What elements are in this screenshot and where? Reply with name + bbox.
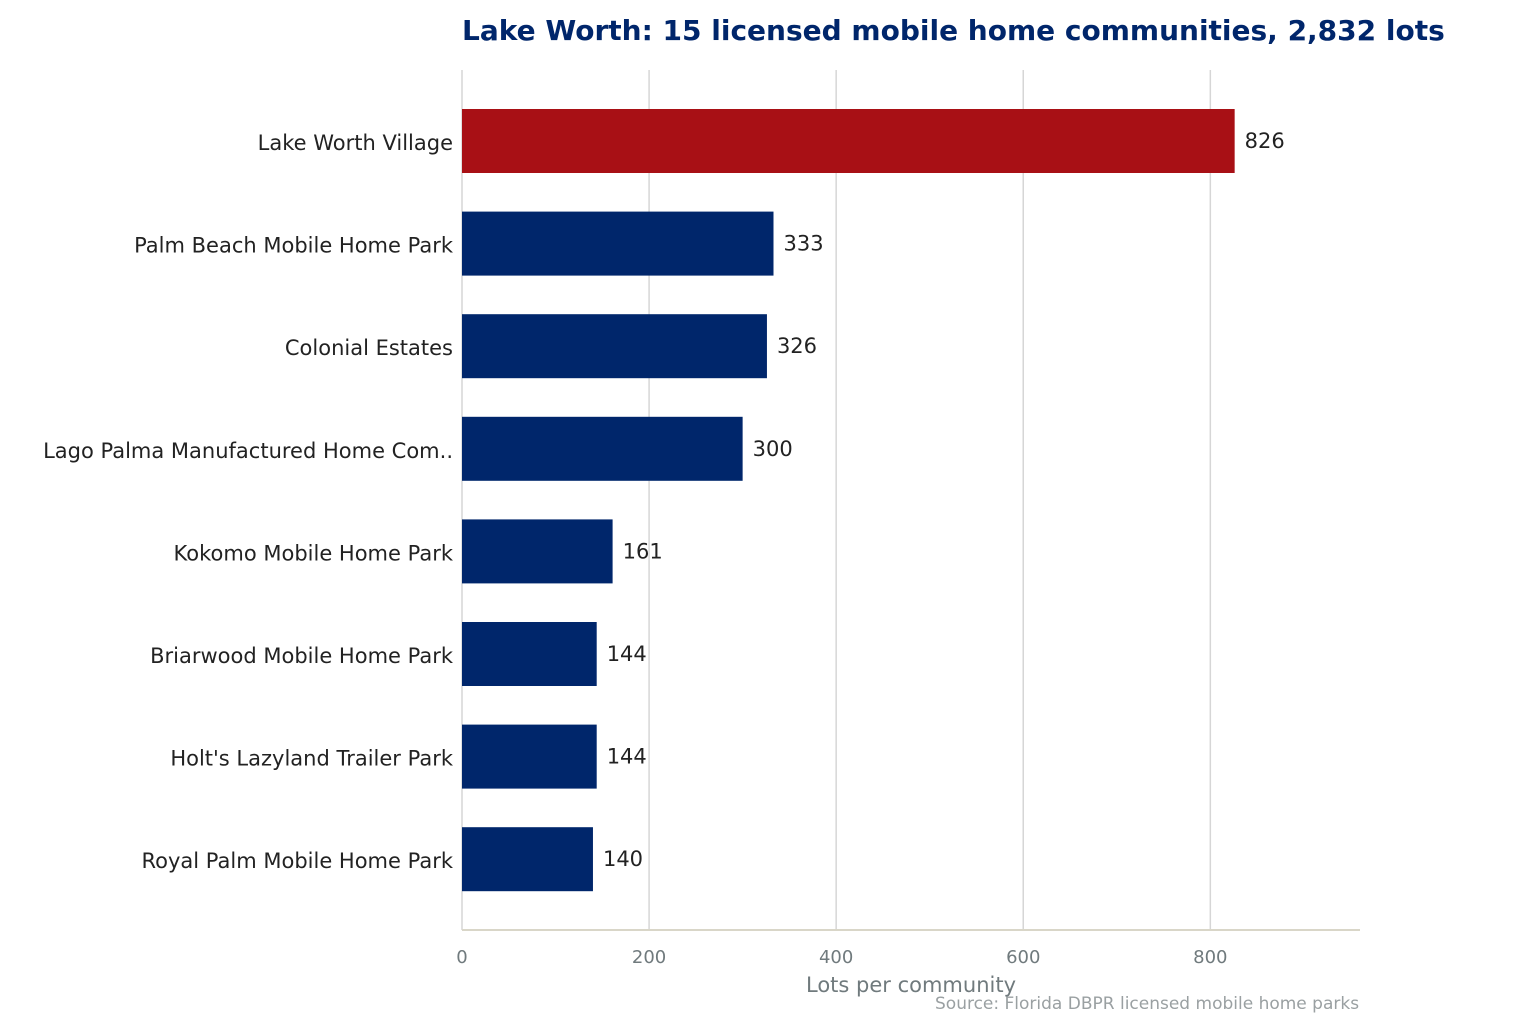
category-label: Lago Palma Manufactured Home Com.. [43,439,453,463]
category-label: Kokomo Mobile Home Park [174,541,454,565]
bar [462,827,593,892]
data-label: 326 [777,334,817,358]
data-label: 333 [783,232,823,256]
x-tick-label: 600 [1006,947,1040,968]
bar [462,724,597,789]
category-label: Palm Beach Mobile Home Park [134,234,454,258]
bar [462,211,774,276]
x-tick-labels: 0 200 400 600 800 [456,947,1227,968]
data-label: 161 [623,539,663,563]
category-label: Holt's Lazyland Trailer Park [170,747,453,771]
data-label: 144 [607,745,647,769]
grid-layer [461,70,1212,930]
bar [462,314,767,379]
source-note: Source: Florida DBPR licensed mobile hom… [935,994,1359,1014]
data-label: 140 [603,847,643,871]
bar [462,416,743,481]
bar [462,622,597,686]
category-label: Colonial Estates [285,336,453,360]
category-label: Royal Palm Mobile Home Park [142,849,454,873]
bars-layer [462,109,1235,892]
x-tick-label: 200 [632,947,666,968]
x-tick-label: 400 [819,947,853,968]
bar [462,519,613,584]
data-label: 826 [1245,129,1285,153]
x-tick-label: 800 [1193,947,1227,968]
chart-title: Lake Worth: 15 licensed mobile home comm… [462,14,1445,47]
data-label: 300 [753,437,793,461]
category-label: Briarwood Mobile Home Park [150,644,454,668]
x-axis-label: Lots per community [806,973,1016,997]
bar [462,109,1235,173]
category-label: Lake Worth Village [258,131,453,155]
labels-layer: 826 Lake Worth Village 333 Palm Beach Mobil… [43,129,1285,873]
x-tick-label: 0 [456,947,467,968]
data-label: 144 [607,642,647,666]
